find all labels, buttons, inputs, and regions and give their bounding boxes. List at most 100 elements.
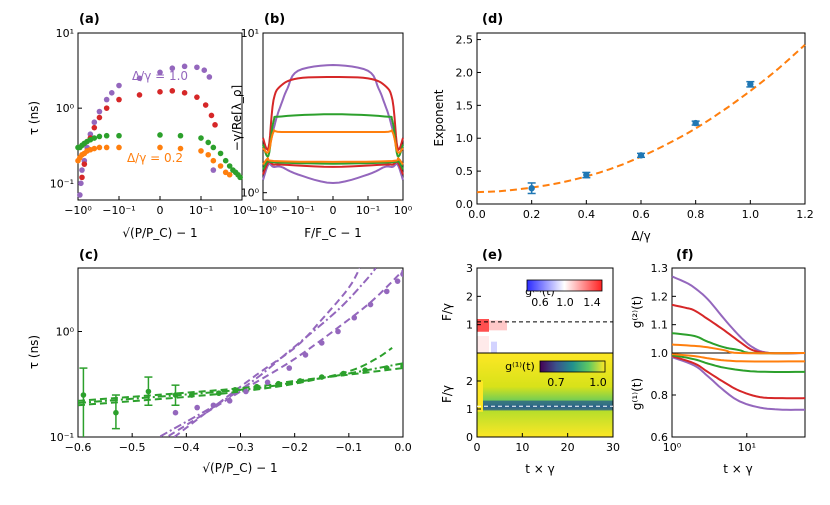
panel-c-fit-2 — [165, 269, 403, 437]
panel-a-series-1-point-15 — [212, 122, 218, 128]
panel-a-series-0-point-17 — [206, 74, 213, 80]
panel-a-series-3-point-10 — [157, 144, 163, 151]
panel-d-point-4 — [747, 81, 754, 88]
panel-d-xlabel: Δ/γ — [631, 229, 650, 243]
panel-a-series-3-point-8 — [103, 144, 110, 151]
panel-e-bottom-colorbar-tick-0: 0.7 — [547, 376, 565, 389]
panel-a-series-1-point-12 — [194, 94, 200, 100]
panel-c-series-0-point-3 — [172, 392, 179, 398]
panel-a-series-0-point-6 — [91, 119, 98, 126]
panel-c-series-0-point-12 — [362, 367, 368, 373]
panel-c-label: (c) — [79, 248, 99, 263]
panel-b-xtick-0: −10⁰ — [249, 204, 277, 217]
panel-f-bottom-series-2 — [671, 354, 805, 373]
panel-d-ytick-0: 0.0 — [456, 198, 474, 211]
panel-c-fit-4 — [78, 362, 403, 404]
panel-c-series-1-point-14 — [400, 271, 403, 277]
panel-a-xtick-3: 10⁻¹ — [189, 204, 213, 217]
panel-b-xtick-1: −10⁻¹ — [281, 204, 314, 217]
panel-d-xtick-6: 1.2 — [796, 208, 814, 221]
panel-a-ylabel: τ (ns) — [27, 101, 41, 135]
panel-f-bottom-ytick-2: 1.0 — [651, 347, 669, 360]
panel-a-series-3-point-9 — [116, 144, 122, 151]
panel-c-series-1-point-10 — [351, 314, 358, 321]
panel-c-xtick-2: −0.4 — [173, 441, 200, 454]
panel-a-series-0-point-5 — [87, 131, 94, 138]
panel-d-point-2 — [637, 152, 645, 159]
panel-d-ytick-3: 1.5 — [456, 99, 474, 112]
panel-a-series-0-point-10 — [116, 82, 122, 89]
panel-a-annotation-1: Δ/γ = 0.2 — [127, 151, 183, 165]
panel-a-series-3-point-7 — [96, 144, 103, 151]
panel-a-series-0-point-2 — [79, 167, 85, 173]
panel-c-series-0-point-10 — [318, 374, 325, 380]
panel-e-bottom-colorbar — [539, 360, 606, 373]
panel-a-series-1-point-7 — [116, 96, 122, 103]
panel-a-series-1-point-11 — [181, 90, 188, 96]
panel-a-series-1-point-1 — [81, 161, 88, 167]
panel-e-bottom-ytick-2: 2 — [466, 375, 473, 388]
panel-e-label: (e) — [482, 248, 503, 263]
panel-d-xtick-3: 0.6 — [632, 208, 650, 221]
panel-a-series-2-point-14 — [210, 144, 217, 151]
panel-e-xlabel: t × γ — [525, 462, 555, 476]
panel-e-xtick-3: 30 — [606, 441, 620, 454]
panel-a-series-0-point-9 — [108, 90, 115, 96]
panel-a-series-0-point-18 — [210, 167, 217, 173]
panel-e-bottom-colorbar-label: g⁽¹⁾(t) — [505, 360, 535, 373]
panel-c-ytick-0: 10⁻¹ — [50, 431, 74, 444]
panel-a-series-1-point-6 — [103, 105, 110, 111]
panel-c-series-0-point-11 — [340, 370, 347, 377]
panel-c-series-1-point-7 — [302, 352, 309, 358]
panel-c-series-1-point-11 — [367, 301, 374, 308]
panel-c-xtick-0: −0.6 — [65, 441, 92, 454]
panel-e-xtick-2: 20 — [561, 441, 575, 454]
panel-d-frame — [476, 32, 806, 205]
panel-d-label: (d) — [482, 12, 503, 27]
panel-b-series-4 — [262, 162, 404, 185]
panel-f-top-ytick-1: 1.2 — [651, 290, 669, 303]
panel-c-series-0-point-4 — [188, 392, 195, 398]
panel-a-label: (a) — [79, 12, 100, 27]
panel-c-series-0-point-7 — [253, 383, 260, 390]
panel-f-bottom-series-3 — [671, 353, 805, 363]
panel-f-top-ytick-2: 1.3 — [651, 262, 669, 275]
panel-d-fit — [476, 44, 806, 194]
panel-e-bottom-heatmap-edge — [477, 381, 483, 412]
panel-c-plot-area — [78, 268, 403, 437]
panel-f-top-ytick-0: 1.1 — [651, 319, 669, 332]
panel-a-series-2-point-7 — [96, 133, 103, 140]
panel-b-series-1 — [262, 76, 404, 152]
panel-a-series-0-point-13 — [169, 65, 176, 72]
panel-a-series-1-point-4 — [91, 124, 98, 131]
panel-a-series-1-point-13 — [202, 102, 209, 108]
panel-c-ylabel: τ (ns) — [27, 335, 41, 369]
panel-f-bottom-series-1 — [671, 355, 806, 400]
panel-d-xtick-1: 0.2 — [523, 208, 541, 221]
panel-d-point-1 — [583, 171, 590, 179]
panel-c-xtick-6: 0.0 — [394, 441, 412, 454]
panel-a-series-1-point-0 — [79, 174, 85, 181]
panel-e-top-colorbar — [526, 279, 603, 292]
panel-e-top-ytick-2: 2 — [466, 290, 473, 303]
panel-e-bottom-ytick-1: 1 — [466, 403, 473, 416]
panel-a-series-3-point-11 — [177, 145, 184, 152]
panel-a-xtick-0: −10⁰ — [64, 204, 92, 217]
panel-a-series-0-point-8 — [103, 96, 110, 103]
panel-b-xtick-3: 10⁻¹ — [356, 204, 380, 217]
panel-a-ytick-2: 10¹ — [56, 27, 74, 40]
panel-d-point-3 — [692, 119, 699, 127]
panel-e-top-colorbar-tick-1: 1.0 — [556, 296, 574, 309]
panel-d-ytick-4: 2.0 — [456, 66, 474, 79]
panel-e-top-heatmap-low — [477, 336, 489, 353]
panel-a-series-1-point-10 — [169, 88, 176, 94]
panel-c-series-0-point-5 — [216, 390, 222, 397]
panel-e-top-colorbar-tick-0: 0.6 — [531, 296, 549, 309]
panel-a-series-2-point-13 — [205, 139, 212, 146]
panel-c-series-1-point-2 — [210, 402, 217, 409]
panel-c-series-0-point-9 — [297, 378, 303, 384]
panel-a-ytick-0: 10⁻¹ — [50, 177, 74, 190]
panel-d-xtick-0: 0.0 — [468, 208, 486, 221]
panel-a-series-1-point-8 — [136, 92, 143, 98]
panel-d-xtick-2: 0.4 — [578, 208, 596, 221]
